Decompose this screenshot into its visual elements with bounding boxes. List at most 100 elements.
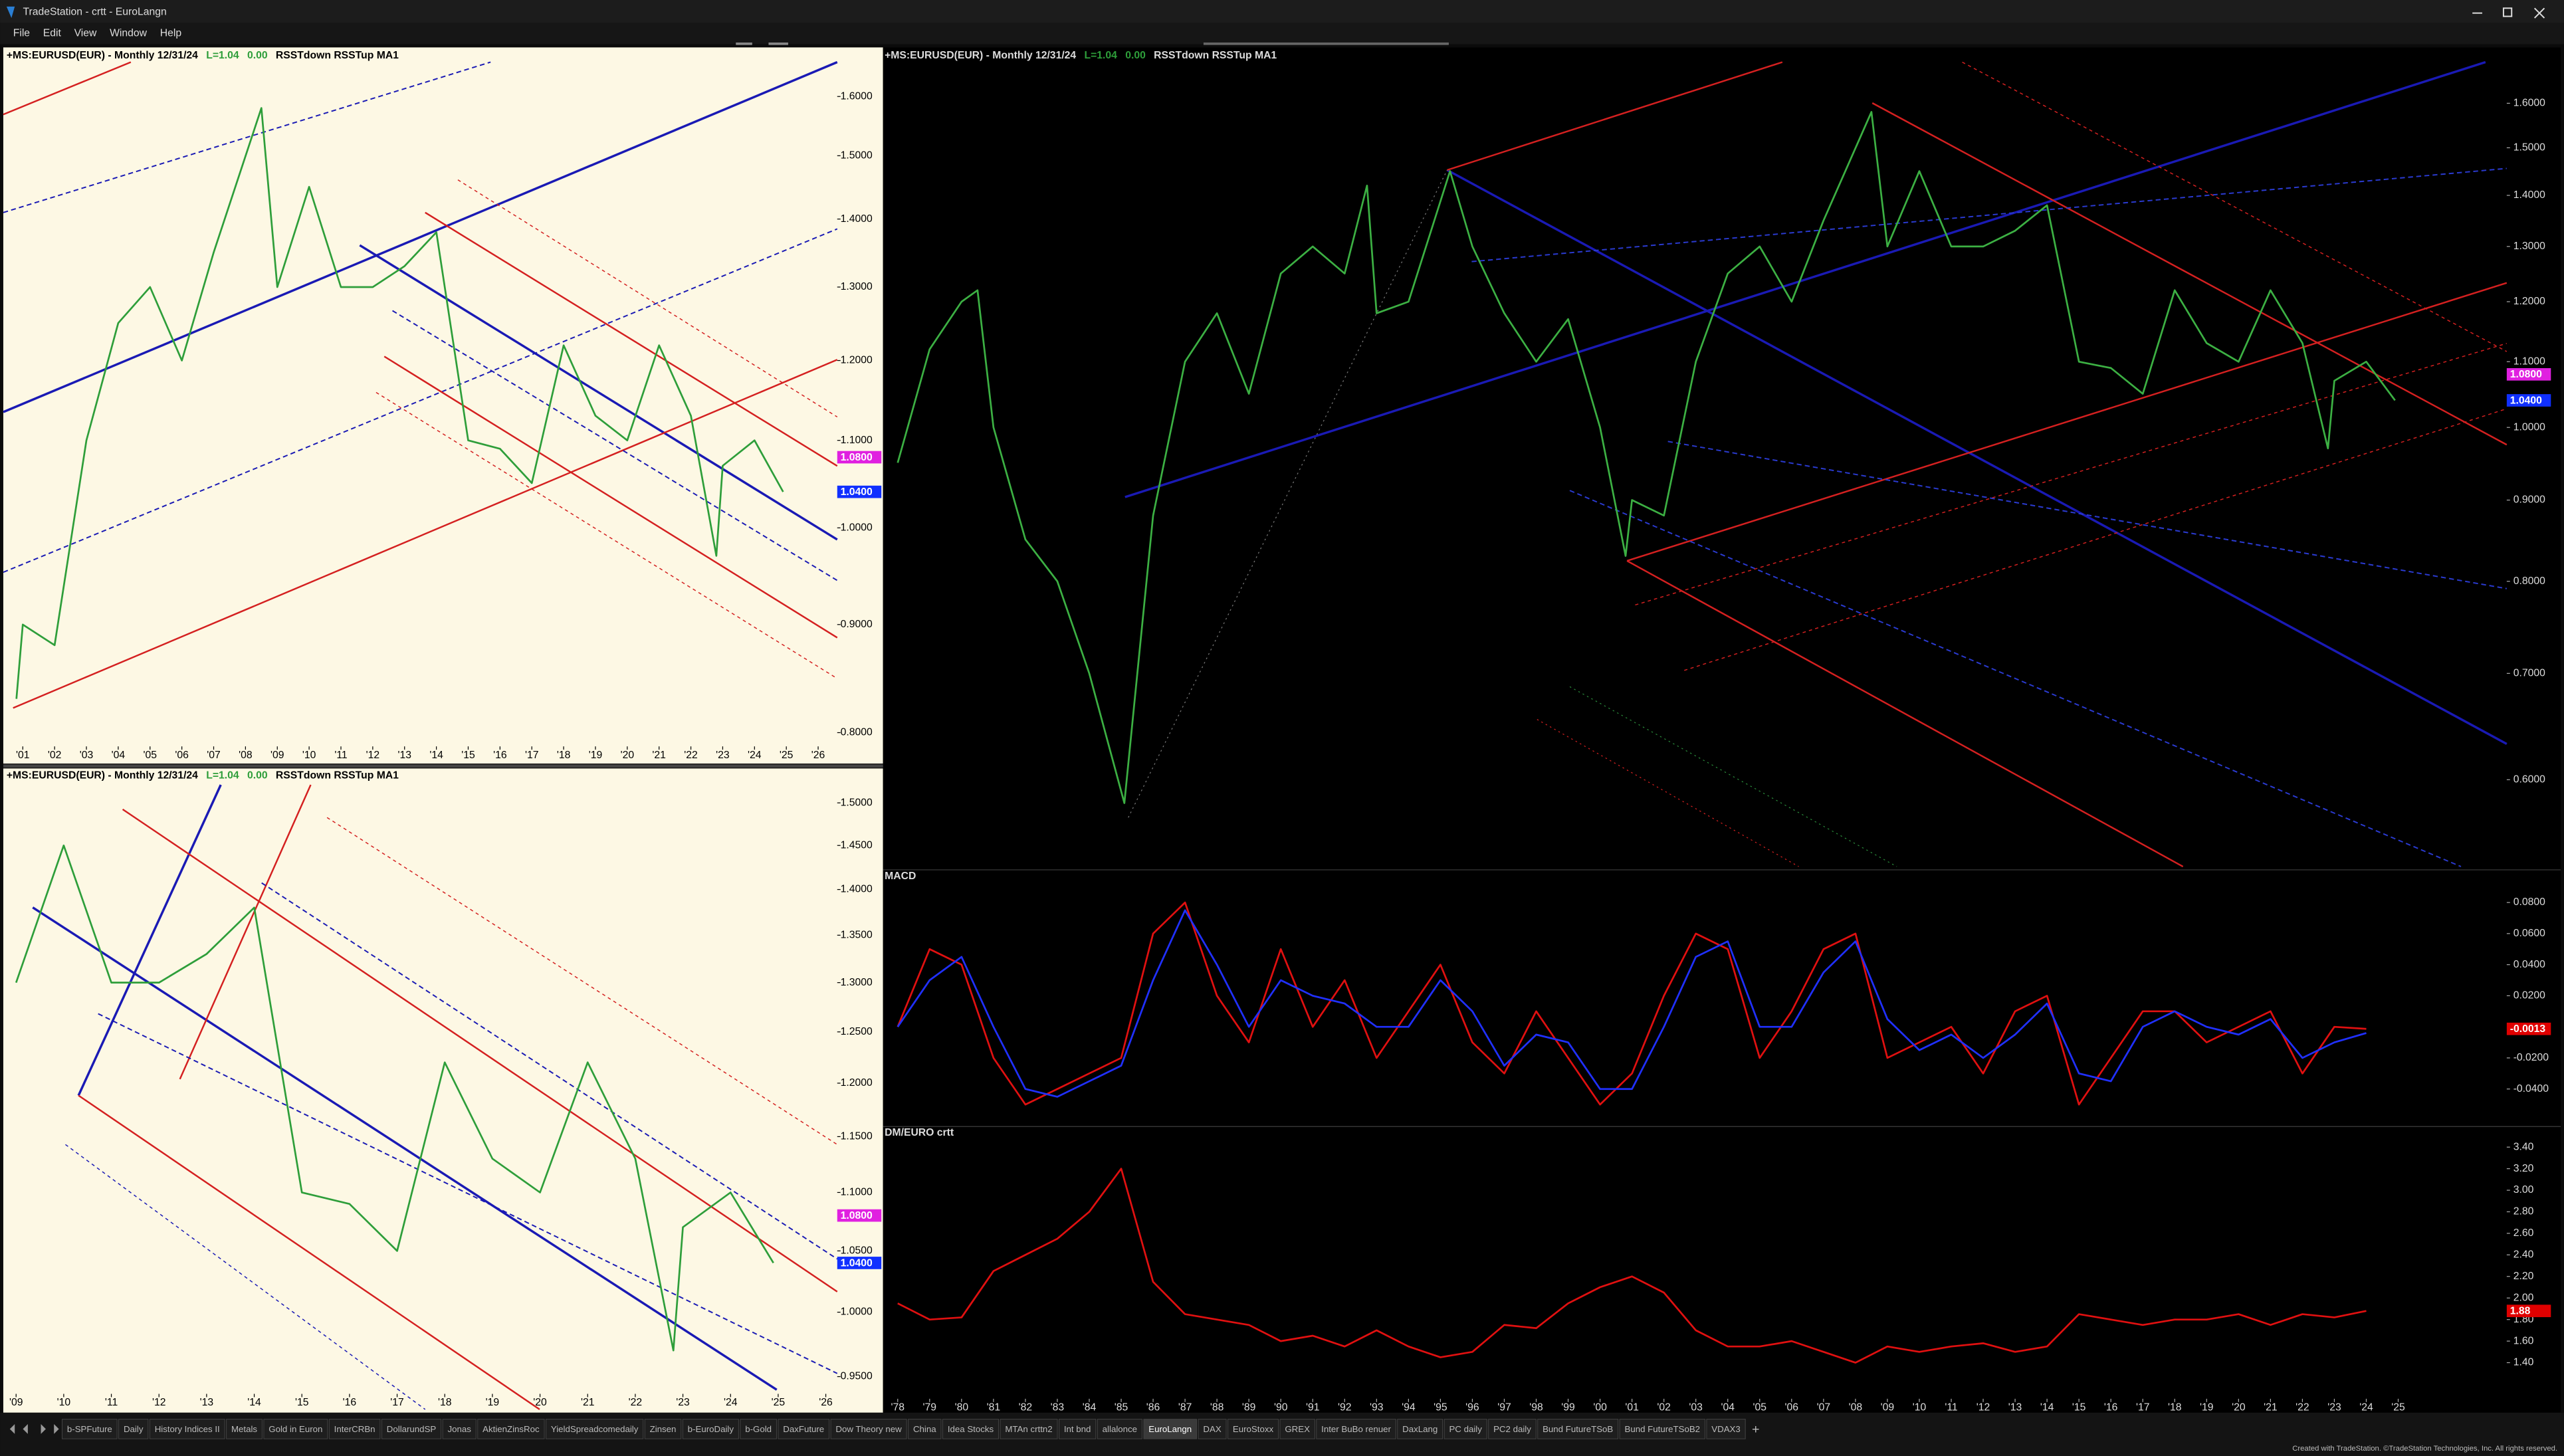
tab-label[interactable]: DaxLang xyxy=(1402,1424,1438,1434)
tab-label[interactable]: Gold in Euron xyxy=(268,1424,322,1434)
price-marker xyxy=(2506,394,2551,407)
x-tick-label: '09 xyxy=(270,750,284,761)
tab-next[interactable] xyxy=(41,1424,46,1434)
tab-label[interactable]: YieldSpreadcomedaily xyxy=(551,1424,639,1434)
tab-label[interactable]: Dow Theory new xyxy=(835,1424,902,1434)
y-tick-label: 1.1000 xyxy=(841,1187,873,1198)
tab-label[interactable]: b-EuroDaily xyxy=(688,1424,734,1434)
trendline xyxy=(65,1144,426,1410)
x-tick-label: '83 xyxy=(1051,1402,1065,1413)
tab[interactable] xyxy=(328,1419,381,1439)
tab[interactable] xyxy=(1279,1419,1315,1439)
tab-label[interactable]: EuroLangn xyxy=(1148,1424,1192,1434)
tab[interactable] xyxy=(1397,1419,1443,1439)
tab-label[interactable]: EuroStoxx xyxy=(1233,1424,1274,1434)
tab[interactable] xyxy=(1488,1419,1537,1439)
tab-label[interactable]: MTAn crttn2 xyxy=(1005,1424,1052,1434)
tab-label[interactable]: b-Gold xyxy=(745,1424,772,1434)
tab-label[interactable]: AktienZinsRoc xyxy=(482,1424,540,1434)
x-tick-label: '20 xyxy=(533,1397,547,1408)
tab-label[interactable]: History Indices II xyxy=(155,1424,220,1434)
restore[interactable] xyxy=(2502,7,2513,17)
tab-label[interactable]: DaxFuture xyxy=(783,1424,824,1434)
tab-add[interactable]: + xyxy=(1752,1422,1759,1437)
tab[interactable] xyxy=(118,1419,149,1439)
tab[interactable] xyxy=(1143,1419,1198,1439)
tab-label[interactable]: Idea Stocks xyxy=(948,1424,994,1434)
tab-label[interactable]: InterCRBn xyxy=(334,1424,375,1434)
tab-label[interactable]: VDAX3 xyxy=(1711,1424,1741,1434)
tab-prev[interactable] xyxy=(23,1424,28,1434)
tab-last[interactable] xyxy=(54,1424,59,1434)
tab[interactable] xyxy=(263,1419,328,1439)
tab-label[interactable]: Jonas xyxy=(448,1424,472,1434)
tab[interactable] xyxy=(682,1419,739,1439)
data-line xyxy=(15,107,784,699)
tab[interactable] xyxy=(1097,1419,1142,1439)
x-tick-label: '95 xyxy=(1434,1402,1447,1413)
x-tick-label: '00 xyxy=(1593,1402,1607,1413)
tab[interactable] xyxy=(740,1419,777,1439)
tab-label[interactable]: DAX xyxy=(1203,1424,1221,1434)
tab[interactable] xyxy=(1537,1419,1619,1439)
x-tick-label: '17 xyxy=(2136,1402,2150,1413)
y-tick-label: 2.20 xyxy=(2513,1271,2534,1282)
menu-bar xyxy=(0,23,2564,45)
y-tick-label: 1.3000 xyxy=(2513,241,2545,252)
tab-label[interactable]: Bund FutureTSoB2 xyxy=(1625,1424,1701,1434)
tab[interactable] xyxy=(942,1419,1000,1439)
tab[interactable] xyxy=(644,1419,682,1439)
tab[interactable] xyxy=(1000,1419,1058,1439)
tab[interactable] xyxy=(226,1419,263,1439)
tab[interactable] xyxy=(1619,1419,1705,1439)
chart-header-title: +MS:EURUSD(EUR) - Monthly 12/31/24 xyxy=(7,770,198,781)
tab[interactable] xyxy=(381,1419,442,1439)
y-tick-label: 2.40 xyxy=(2513,1249,2534,1261)
menu-item[interactable]: Help xyxy=(160,28,182,39)
y-tick-label: 1.0500 xyxy=(841,1245,873,1257)
window-controls[interactable] xyxy=(2472,7,2545,19)
tab[interactable] xyxy=(1443,1419,1487,1439)
tab[interactable] xyxy=(442,1419,477,1439)
price-marker-label: 1.0400 xyxy=(841,1257,873,1269)
tab[interactable] xyxy=(1706,1419,1746,1439)
tab[interactable] xyxy=(1059,1419,1097,1439)
tab[interactable] xyxy=(830,1419,907,1439)
tab[interactable] xyxy=(546,1419,644,1439)
tab-label[interactable]: DollarundSP xyxy=(387,1424,437,1434)
tab[interactable] xyxy=(62,1419,118,1439)
tab[interactable] xyxy=(1228,1419,1279,1439)
tab[interactable] xyxy=(1316,1419,1396,1439)
tab-label[interactable]: b-SPFuture xyxy=(67,1424,112,1434)
close[interactable] xyxy=(2533,7,2545,19)
tab-label[interactable]: China xyxy=(913,1424,936,1434)
tab-label[interactable]: Int bnd xyxy=(1064,1424,1091,1434)
menu-item[interactable]: View xyxy=(74,28,97,39)
tab-nav[interactable] xyxy=(9,1424,59,1434)
tab[interactable] xyxy=(1198,1419,1227,1439)
menu-item[interactable]: File xyxy=(13,28,31,39)
x-tick-label: '12 xyxy=(366,750,380,761)
tab-label[interactable]: Bund FutureTSoB xyxy=(1543,1424,1613,1434)
tab-label[interactable]: allalonce xyxy=(1103,1424,1137,1434)
tab[interactable] xyxy=(477,1419,545,1439)
tab[interactable] xyxy=(778,1419,830,1439)
tab[interactable] xyxy=(908,1419,942,1439)
x-tick-label: '26 xyxy=(819,1397,833,1408)
tab-label[interactable]: Metals xyxy=(231,1424,257,1434)
tab-label[interactable]: Daily xyxy=(124,1424,144,1434)
x-tick-label: '18 xyxy=(2168,1402,2182,1413)
tab[interactable] xyxy=(149,1419,225,1439)
tab-label[interactable]: Zinsen xyxy=(650,1424,677,1434)
y-tick-label: 0.0800 xyxy=(2513,896,2545,908)
tab-label[interactable]: PC daily xyxy=(1449,1424,1482,1434)
price-marker-label: 1.0800 xyxy=(841,1210,873,1221)
tab-first[interactable] xyxy=(9,1424,15,1434)
menu-item[interactable]: Window xyxy=(110,28,148,39)
menu-item[interactable]: Edit xyxy=(43,28,62,39)
tab-label[interactable]: Inter BuBo renuer xyxy=(1321,1424,1391,1434)
y-tick-label: 1.4000 xyxy=(841,884,873,895)
tab-label[interactable]: GREX xyxy=(1285,1424,1310,1434)
price-marker xyxy=(2506,367,2551,381)
tab-label[interactable]: PC2 daily xyxy=(1493,1424,1531,1434)
